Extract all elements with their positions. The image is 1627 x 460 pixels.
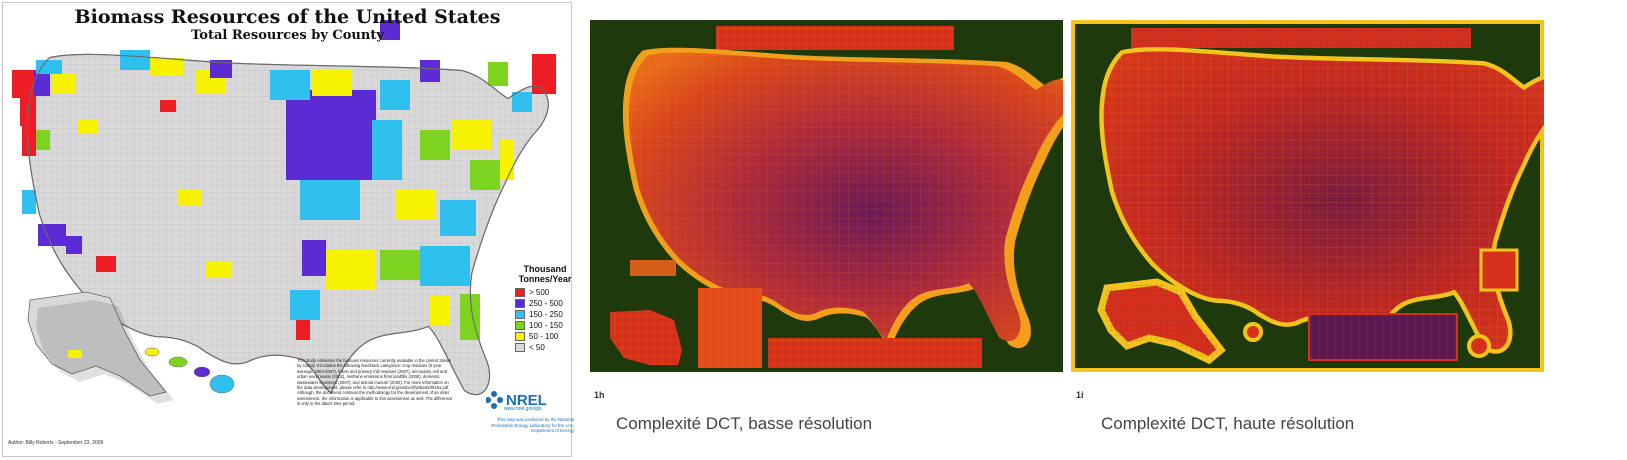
county-category-regions <box>12 20 556 340</box>
legend-item: 150 - 250 <box>515 309 575 320</box>
map-frame <box>2 2 572 457</box>
map-legend: Thousand Tonnes/Year > 500 250 - 500 150… <box>515 264 575 353</box>
biomass-map-panel: Biomass Resources of the United States T… <box>0 0 575 460</box>
nrel-credit: This map was produced by the National Re… <box>491 417 574 434</box>
dct-heatmap-low-res <box>590 20 1063 372</box>
hawaii-islands <box>144 347 235 394</box>
us-county-map <box>12 20 556 404</box>
dct-heatmap-high-res <box>1071 20 1544 372</box>
map-subtitle: Total Resources by County <box>191 28 384 43</box>
map-title: Biomass Resources of the United States <box>74 6 501 28</box>
caption-low-res: Complexité DCT, basse résolution <box>616 414 873 433</box>
caption-high-res: Complexité DCT, haute résolution <box>1101 414 1355 433</box>
svg-text:NREL: NREL <box>506 392 547 409</box>
map-note: This study estimates the biomass resourc… <box>297 358 453 407</box>
panel-tag-h: 1h <box>594 390 605 400</box>
legend-item: 250 - 500 <box>515 298 575 309</box>
legend-item: 50 - 100 <box>515 331 575 342</box>
legend-item: 100 - 150 <box>515 320 575 331</box>
nrel-logo: NREL <box>486 391 547 409</box>
map-author: Author: Billy Roberts - September 23, 20… <box>8 440 104 446</box>
legend-title: Thousand Tonnes/Year <box>518 264 572 284</box>
legend-item: > 500 <box>515 287 575 298</box>
legend-item: < 50 <box>515 342 575 353</box>
nrel-url: www.nrel.gov/gis <box>504 406 542 412</box>
alaska-shape <box>27 291 167 397</box>
panel-tag-i: 1i <box>1076 390 1084 400</box>
